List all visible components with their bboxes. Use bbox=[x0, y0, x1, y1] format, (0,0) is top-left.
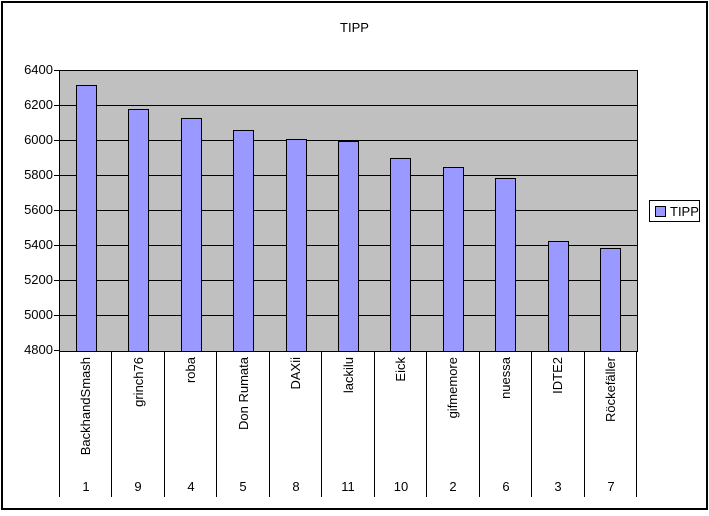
plot-area bbox=[59, 70, 638, 352]
y-axis-tick bbox=[54, 280, 60, 281]
legend-swatch-icon bbox=[655, 205, 666, 217]
category-rank-label: 10 bbox=[393, 479, 409, 494]
category-label: Eick bbox=[393, 357, 408, 382]
category-separator bbox=[479, 352, 480, 497]
category-rank-label: 1 bbox=[82, 479, 90, 494]
category-separator bbox=[269, 352, 270, 497]
bar bbox=[443, 167, 464, 351]
category-rank-label: 7 bbox=[607, 479, 615, 494]
category-separator bbox=[531, 352, 532, 497]
category-label: DAXii bbox=[288, 357, 303, 390]
bar bbox=[128, 109, 149, 351]
category-separator bbox=[374, 352, 375, 497]
y-axis-label: 6000 bbox=[24, 132, 53, 147]
y-axis-tick bbox=[54, 315, 60, 316]
legend-label: TIPP bbox=[670, 203, 699, 219]
y-axis-tick bbox=[54, 70, 60, 71]
category-label: Don Rumata bbox=[236, 357, 251, 430]
category-label: gifmemore bbox=[445, 357, 460, 419]
y-axis-tick bbox=[54, 350, 60, 351]
y-axis-label: 5400 bbox=[24, 237, 53, 252]
category-label: nuessa bbox=[498, 357, 513, 399]
category-separator bbox=[59, 352, 60, 497]
category-separator bbox=[321, 352, 322, 497]
category-rank-label: 6 bbox=[502, 479, 510, 494]
bar bbox=[600, 248, 621, 351]
category-rank-label: 5 bbox=[239, 479, 247, 494]
category-separator bbox=[426, 352, 427, 497]
y-axis-label: 5800 bbox=[24, 167, 53, 182]
y-axis-label: 6400 bbox=[24, 62, 53, 77]
bar bbox=[181, 118, 202, 351]
bar bbox=[390, 158, 411, 351]
category-label: BackhandSmash bbox=[78, 357, 93, 456]
gridline bbox=[60, 105, 637, 106]
category-label: roba bbox=[183, 357, 198, 384]
category-label: IDTE2 bbox=[550, 357, 565, 394]
bar bbox=[548, 241, 569, 351]
category-rank-label: 2 bbox=[449, 479, 457, 494]
y-axis-label: 6200 bbox=[24, 97, 53, 112]
category-separator bbox=[584, 352, 585, 497]
category-separator bbox=[636, 352, 637, 497]
y-axis-label: 5000 bbox=[24, 307, 53, 322]
category-rank-label: 11 bbox=[341, 479, 355, 494]
category-rank-label: 9 bbox=[134, 479, 142, 494]
bar bbox=[286, 139, 307, 351]
category-label: lackilu bbox=[341, 357, 356, 394]
gridline bbox=[60, 140, 637, 141]
category-label: Röckefäller bbox=[603, 357, 618, 423]
bar bbox=[233, 130, 254, 351]
y-axis-tick bbox=[54, 105, 60, 106]
bar bbox=[338, 141, 359, 351]
y-axis-tick bbox=[54, 210, 60, 211]
y-axis-tick bbox=[54, 245, 60, 246]
y-axis-tick bbox=[54, 175, 60, 176]
category-separator bbox=[111, 352, 112, 497]
bar bbox=[495, 178, 516, 351]
category-label: grinch76 bbox=[131, 357, 146, 407]
y-axis-label: 4800 bbox=[24, 342, 53, 357]
category-rank-label: 8 bbox=[292, 479, 300, 494]
y-axis-label: 5200 bbox=[24, 272, 53, 287]
y-axis-tick bbox=[54, 140, 60, 141]
bar bbox=[76, 85, 97, 351]
category-separator bbox=[216, 352, 217, 497]
chart-title: TIPP bbox=[340, 20, 369, 35]
category-separator bbox=[164, 352, 165, 497]
y-axis-label: 5600 bbox=[24, 202, 53, 217]
category-rank-label: 3 bbox=[554, 479, 562, 494]
legend: TIPP bbox=[649, 200, 700, 222]
category-rank-label: 4 bbox=[187, 479, 195, 494]
